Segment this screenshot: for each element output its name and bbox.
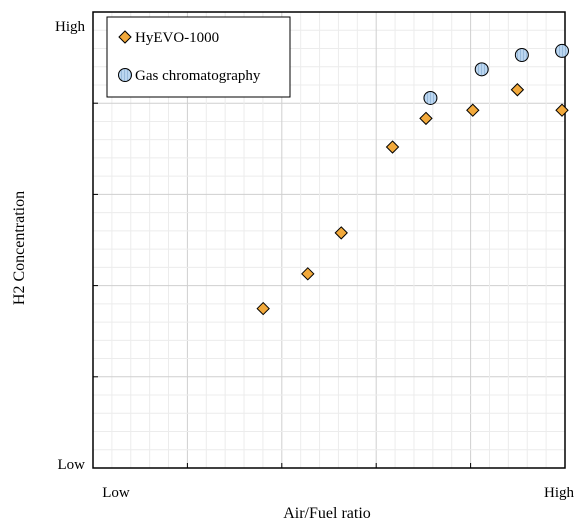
legend-marker-hyevo — [118, 30, 132, 44]
x-tick-label-low: Low — [102, 485, 130, 501]
legend-markers — [118, 30, 132, 82]
data-point-hyevo — [510, 83, 525, 97]
data-point-hyevo — [301, 267, 315, 281]
plot-frame — [92, 11, 566, 469]
plot-frame-layer — [92, 11, 566, 469]
y-tick-label-low: Low — [58, 457, 86, 473]
y-axis-title: H2 Concentration — [11, 191, 28, 305]
axis-ticks — [93, 102, 472, 468]
data-points — [256, 43, 569, 316]
data-point-gas-chromatography — [474, 62, 489, 77]
y-tick-label-high: High — [55, 19, 86, 35]
data-point-gas-chromatography — [514, 48, 529, 62]
data-point-hyevo — [555, 103, 569, 117]
legend-label-hyevo: HyEVO-1000 — [135, 30, 219, 46]
legend-marker-gas-chromatography — [118, 68, 132, 82]
x-axis-title: Air/Fuel ratio — [283, 505, 371, 522]
legend-label-gas-chromatography: Gas chromatography — [135, 68, 261, 84]
data-point-hyevo — [466, 103, 480, 117]
legend: HyEVO-1000 Gas chromatography — [106, 16, 291, 98]
data-point-hyevo — [334, 226, 348, 240]
data-point-hyevo — [385, 140, 400, 154]
data-point-gas-chromatography — [555, 43, 569, 58]
data-point-hyevo — [256, 301, 270, 316]
legend-box — [106, 16, 291, 98]
x-tick-label-high: High — [544, 485, 575, 501]
data-point-hyevo — [419, 111, 433, 126]
data-point-gas-chromatography — [423, 90, 438, 105]
